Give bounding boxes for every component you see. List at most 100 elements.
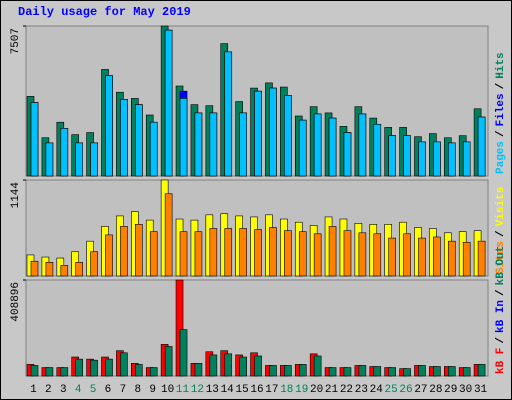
bar: [45, 142, 54, 177]
bar: [269, 365, 277, 377]
x-tick-label: 25: [385, 384, 398, 396]
bar: [373, 233, 382, 277]
bar: [358, 113, 367, 177]
bar: [343, 230, 352, 277]
x-tick-label: 3: [60, 384, 67, 396]
bar: [403, 368, 411, 377]
bar: [328, 226, 337, 277]
bar: [269, 227, 277, 277]
x-tick-label: 1: [30, 384, 37, 396]
bar: [418, 141, 426, 177]
bar: [194, 363, 203, 377]
legend-entry: kB In: [495, 300, 507, 333]
x-tick-label: 12: [191, 384, 204, 396]
x-tick-label: 26: [399, 384, 412, 396]
bar: [239, 112, 247, 177]
bar: [358, 232, 367, 277]
bar: [164, 193, 173, 277]
bar: [179, 231, 188, 277]
x-tick-label: 16: [250, 384, 263, 396]
x-tick-label: 17: [265, 384, 278, 396]
bar: [418, 365, 426, 377]
bar: [284, 230, 292, 277]
bar: [105, 234, 113, 277]
bar: [462, 241, 471, 277]
bar: [418, 237, 426, 277]
x-tick-label: 24: [370, 384, 384, 396]
bar: [135, 104, 143, 177]
bar: [90, 359, 98, 377]
bar: [343, 367, 352, 377]
x-tick-label: 28: [429, 384, 442, 396]
x-tick-label: 30: [459, 384, 472, 396]
bar: [284, 95, 292, 177]
bar: [135, 364, 143, 377]
bar: [30, 102, 39, 177]
legend: Sites / Visits: [495, 187, 507, 274]
bar: [433, 236, 441, 277]
x-tick-label: 8: [134, 384, 141, 396]
x-tick-label: 27: [414, 384, 427, 396]
y-tick-label: 408896: [10, 282, 22, 322]
bar: [298, 364, 307, 377]
bar: [120, 226, 128, 277]
legend-entry: Hits: [495, 52, 507, 78]
legend-separator: /: [495, 130, 507, 137]
legend-entry: Visits: [495, 187, 507, 227]
bar: [433, 141, 441, 177]
y-tick-label: 7507: [10, 28, 22, 54]
bar: [313, 113, 322, 177]
bar: [328, 367, 337, 377]
bar: [194, 231, 203, 277]
bar: [298, 119, 307, 177]
legend-entry: kB F: [495, 348, 507, 374]
bar: [30, 260, 39, 277]
bar: [224, 353, 233, 377]
bar: [135, 224, 143, 277]
x-tick-label: 23: [355, 384, 368, 396]
bar: [120, 352, 128, 377]
bar: [75, 142, 84, 177]
x-tick-label: 11: [176, 384, 190, 396]
bar: [30, 365, 39, 377]
legend-separator: /: [495, 230, 507, 237]
x-tick-label: 20: [310, 384, 323, 396]
legend: Pages / Files / Hits: [495, 52, 507, 174]
chart-title: Daily usage for May 2019: [18, 5, 191, 19]
bar: [447, 142, 456, 177]
bar: [477, 364, 486, 377]
x-tick-label: 6: [105, 384, 112, 396]
legend-separator: /: [495, 82, 507, 89]
bar: [45, 262, 54, 277]
bar: [328, 117, 337, 177]
bar: [209, 354, 218, 377]
x-tick-label: 21: [325, 384, 339, 396]
bar: [433, 366, 441, 377]
bar: [60, 265, 69, 277]
bar: [75, 358, 84, 377]
bar: [462, 141, 471, 177]
bar: [194, 112, 203, 177]
legend-entry: Sites: [495, 241, 507, 274]
bar: [313, 233, 322, 277]
bar: [179, 329, 188, 377]
legend: kB F / kB In / kB Out: [495, 246, 507, 374]
legend-entry: kB Out: [495, 246, 507, 286]
legend-entry: Files: [495, 93, 507, 126]
bar: [403, 233, 411, 277]
x-tick-label: 4: [75, 384, 82, 396]
x-tick-label: 15: [235, 384, 248, 396]
x-tick-label: 19: [295, 384, 308, 396]
bar: [105, 358, 113, 377]
bar: [254, 355, 262, 377]
bar: [175, 279, 184, 377]
x-tick-label: 10: [161, 384, 174, 396]
x-tick-label: 7: [120, 384, 127, 396]
bar: [298, 231, 307, 277]
bar: [403, 135, 411, 177]
bar: [388, 367, 396, 377]
bar: [105, 75, 113, 177]
bar: [224, 51, 233, 177]
bar: [60, 367, 69, 377]
